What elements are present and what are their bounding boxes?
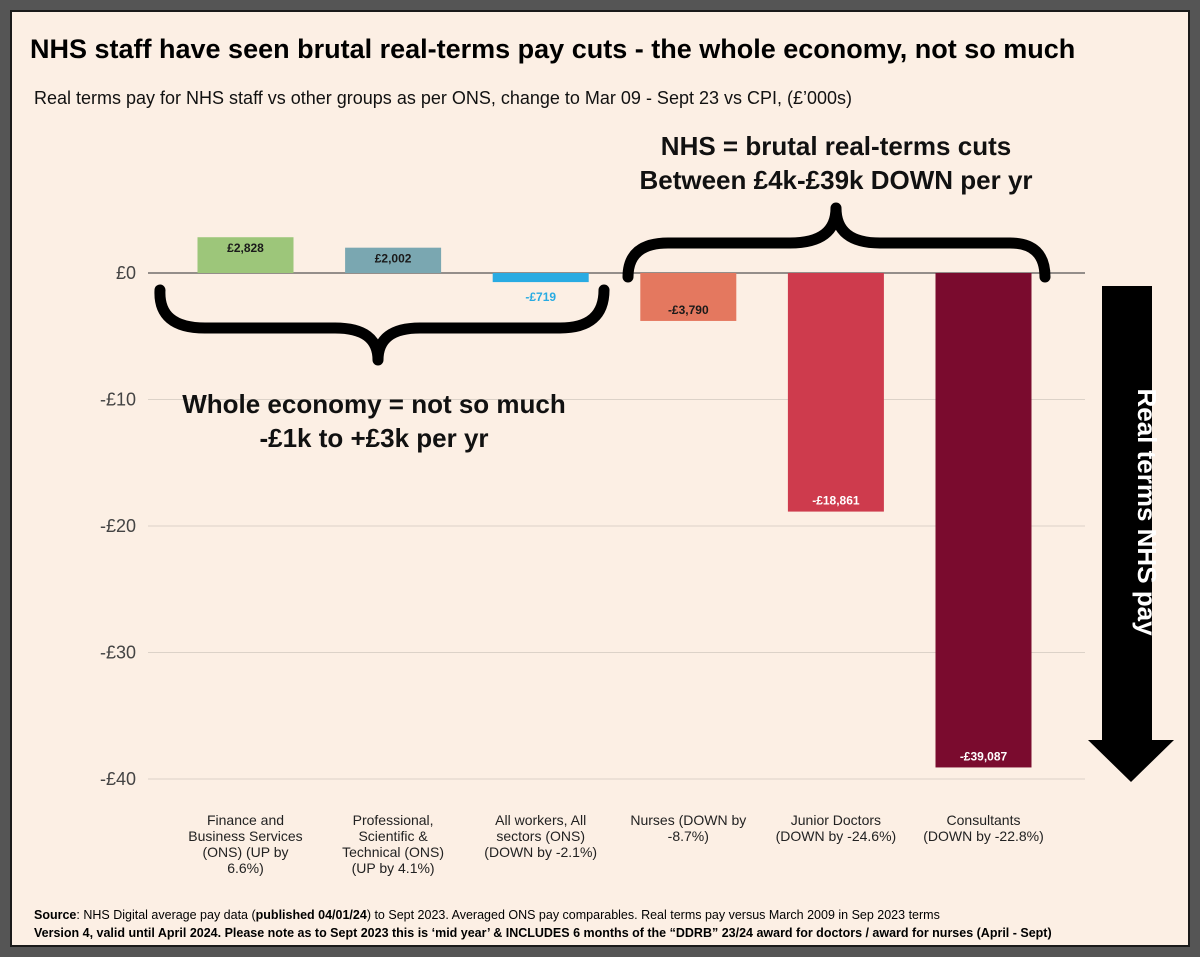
category-label: Professional, Scientific & Technical (ONS)… (342, 812, 444, 876)
nhs-brace (622, 202, 1051, 283)
y-tick-label: £0 (116, 263, 136, 283)
economy-brace (154, 284, 610, 366)
bar (787, 273, 884, 512)
data-label: -£3,790 (668, 303, 709, 317)
y-tick-label: -£30 (100, 643, 136, 663)
data-label: -£719 (525, 290, 556, 304)
bar (345, 247, 442, 273)
economy-annotation-line2: -£1k to +£3k per yr (259, 423, 488, 453)
category-labels: Finance and Business Services (ONS) (UP by… (188, 812, 1043, 876)
data-label: -£18,861 (812, 494, 860, 508)
category-label: Finance and Business Services (ONS) (UP by… (188, 812, 302, 876)
source-line1: Source: NHS Digital average pay data (pu… (34, 908, 940, 922)
bar (935, 273, 1032, 768)
y-tick-label: -£10 (100, 390, 136, 410)
bars (197, 237, 1032, 768)
bar (640, 273, 737, 321)
nhs-annotation-line1: NHS = brutal real-terms cuts (661, 131, 1011, 161)
down-arrow-icon: Real terms NHS pay (1088, 286, 1174, 782)
data-label: £2,002 (375, 252, 412, 266)
data-labels: £2,828 £2,002 -£719 -£3,790 -£18,861 -£39,087 (227, 241, 1007, 763)
y-axis-ticks: £0 -£10 -£20 -£30 -£40 (100, 263, 136, 789)
category-label: Nurses (DOWN by -8.7%) (630, 812, 746, 844)
chart-subtitle: Real terms pay for NHS staff vs other gr… (34, 88, 853, 108)
y-tick-label: -£40 (100, 769, 136, 789)
category-label: Consultants (DOWN by -22.8%) (923, 812, 1044, 844)
bar (492, 273, 589, 283)
bar (197, 237, 294, 273)
category-label: Junior Doctors (DOWN by -24.6%) (776, 812, 897, 844)
data-label: -£39,087 (960, 749, 1008, 763)
chart-title: NHS staff have seen brutal real-terms pa… (30, 34, 1076, 64)
arrow-label: Real terms NHS pay (1132, 388, 1162, 636)
category-label: All workers, All sectors (ONS) (DOWN by -2… (484, 812, 597, 860)
source-line2: Version 4, valid until April 2024. Pleas… (34, 926, 1052, 940)
gridlines (148, 272, 1085, 780)
economy-annotation-line1: Whole economy = not so much (182, 389, 566, 419)
data-label: £2,828 (227, 241, 264, 255)
y-tick-label: -£20 (100, 516, 136, 536)
nhs-annotation-line2: Between £4k-£39k DOWN per yr (639, 165, 1032, 195)
source-note: Source: NHS Digital average pay data (pu… (34, 906, 1174, 942)
